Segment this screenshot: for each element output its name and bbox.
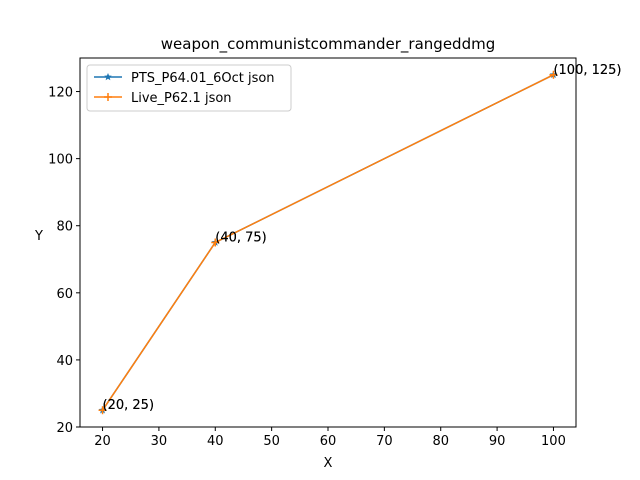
x-tick-label-7: 90: [489, 434, 506, 449]
legend-box: [86, 64, 292, 112]
plot-area: 20 30 40 50 60 70 80 90 100 20 40 60 80 100 120 (20, 25…: [48, 57, 622, 449]
y-tick-label-3: 80: [56, 220, 73, 235]
series-legend-0-point-0: [104, 73, 112, 81]
y-tick-label-4: 100: [48, 153, 73, 168]
series-legend-1-point-0: [104, 93, 112, 101]
x-axis-label: X: [324, 456, 333, 471]
series-1-point-2: [549, 70, 558, 79]
legend-label-1: Live_P62.1 json: [131, 91, 232, 106]
x-tick-label-4: 60: [320, 434, 337, 449]
series-1-point-1: [211, 238, 220, 247]
annotation-1-1: (40, 75): [215, 231, 266, 246]
y-tick-label-0: 20: [56, 421, 73, 436]
x-tick-label-2: 40: [207, 434, 224, 449]
legend-label-0: PTS_P64.01_6Oct json: [131, 71, 275, 86]
x-tick-label-0: 20: [94, 434, 111, 449]
axes-frame: [79, 57, 577, 428]
y-axis-label: Y: [34, 229, 43, 244]
annotation-0-0: (20, 25): [103, 398, 155, 413]
chart-title: weapon_communistcommander_rangeddmg: [161, 35, 495, 54]
annotation-1-2: (100, 125): [553, 63, 621, 78]
annotation-0-1: (40, 75): [215, 231, 266, 246]
x-tick-label-3: 50: [263, 434, 280, 449]
annotation-0-2: (100, 125): [553, 63, 621, 78]
y-tick-label-2: 60: [56, 287, 73, 302]
y-tick-label-5: 120: [48, 86, 73, 101]
legend: PTS_P64.01_6Oct json Live_P62.1 json: [86, 64, 292, 112]
y-tick-label-1: 40: [56, 354, 73, 369]
x-tick-label-8: 100: [541, 434, 566, 449]
series-1-point-0: [98, 406, 107, 415]
x-tick-label-1: 30: [151, 434, 168, 449]
annotation-1-0: (20, 25): [103, 398, 155, 413]
x-tick-label-5: 70: [376, 434, 393, 449]
x-tick-label-6: 80: [432, 434, 449, 449]
